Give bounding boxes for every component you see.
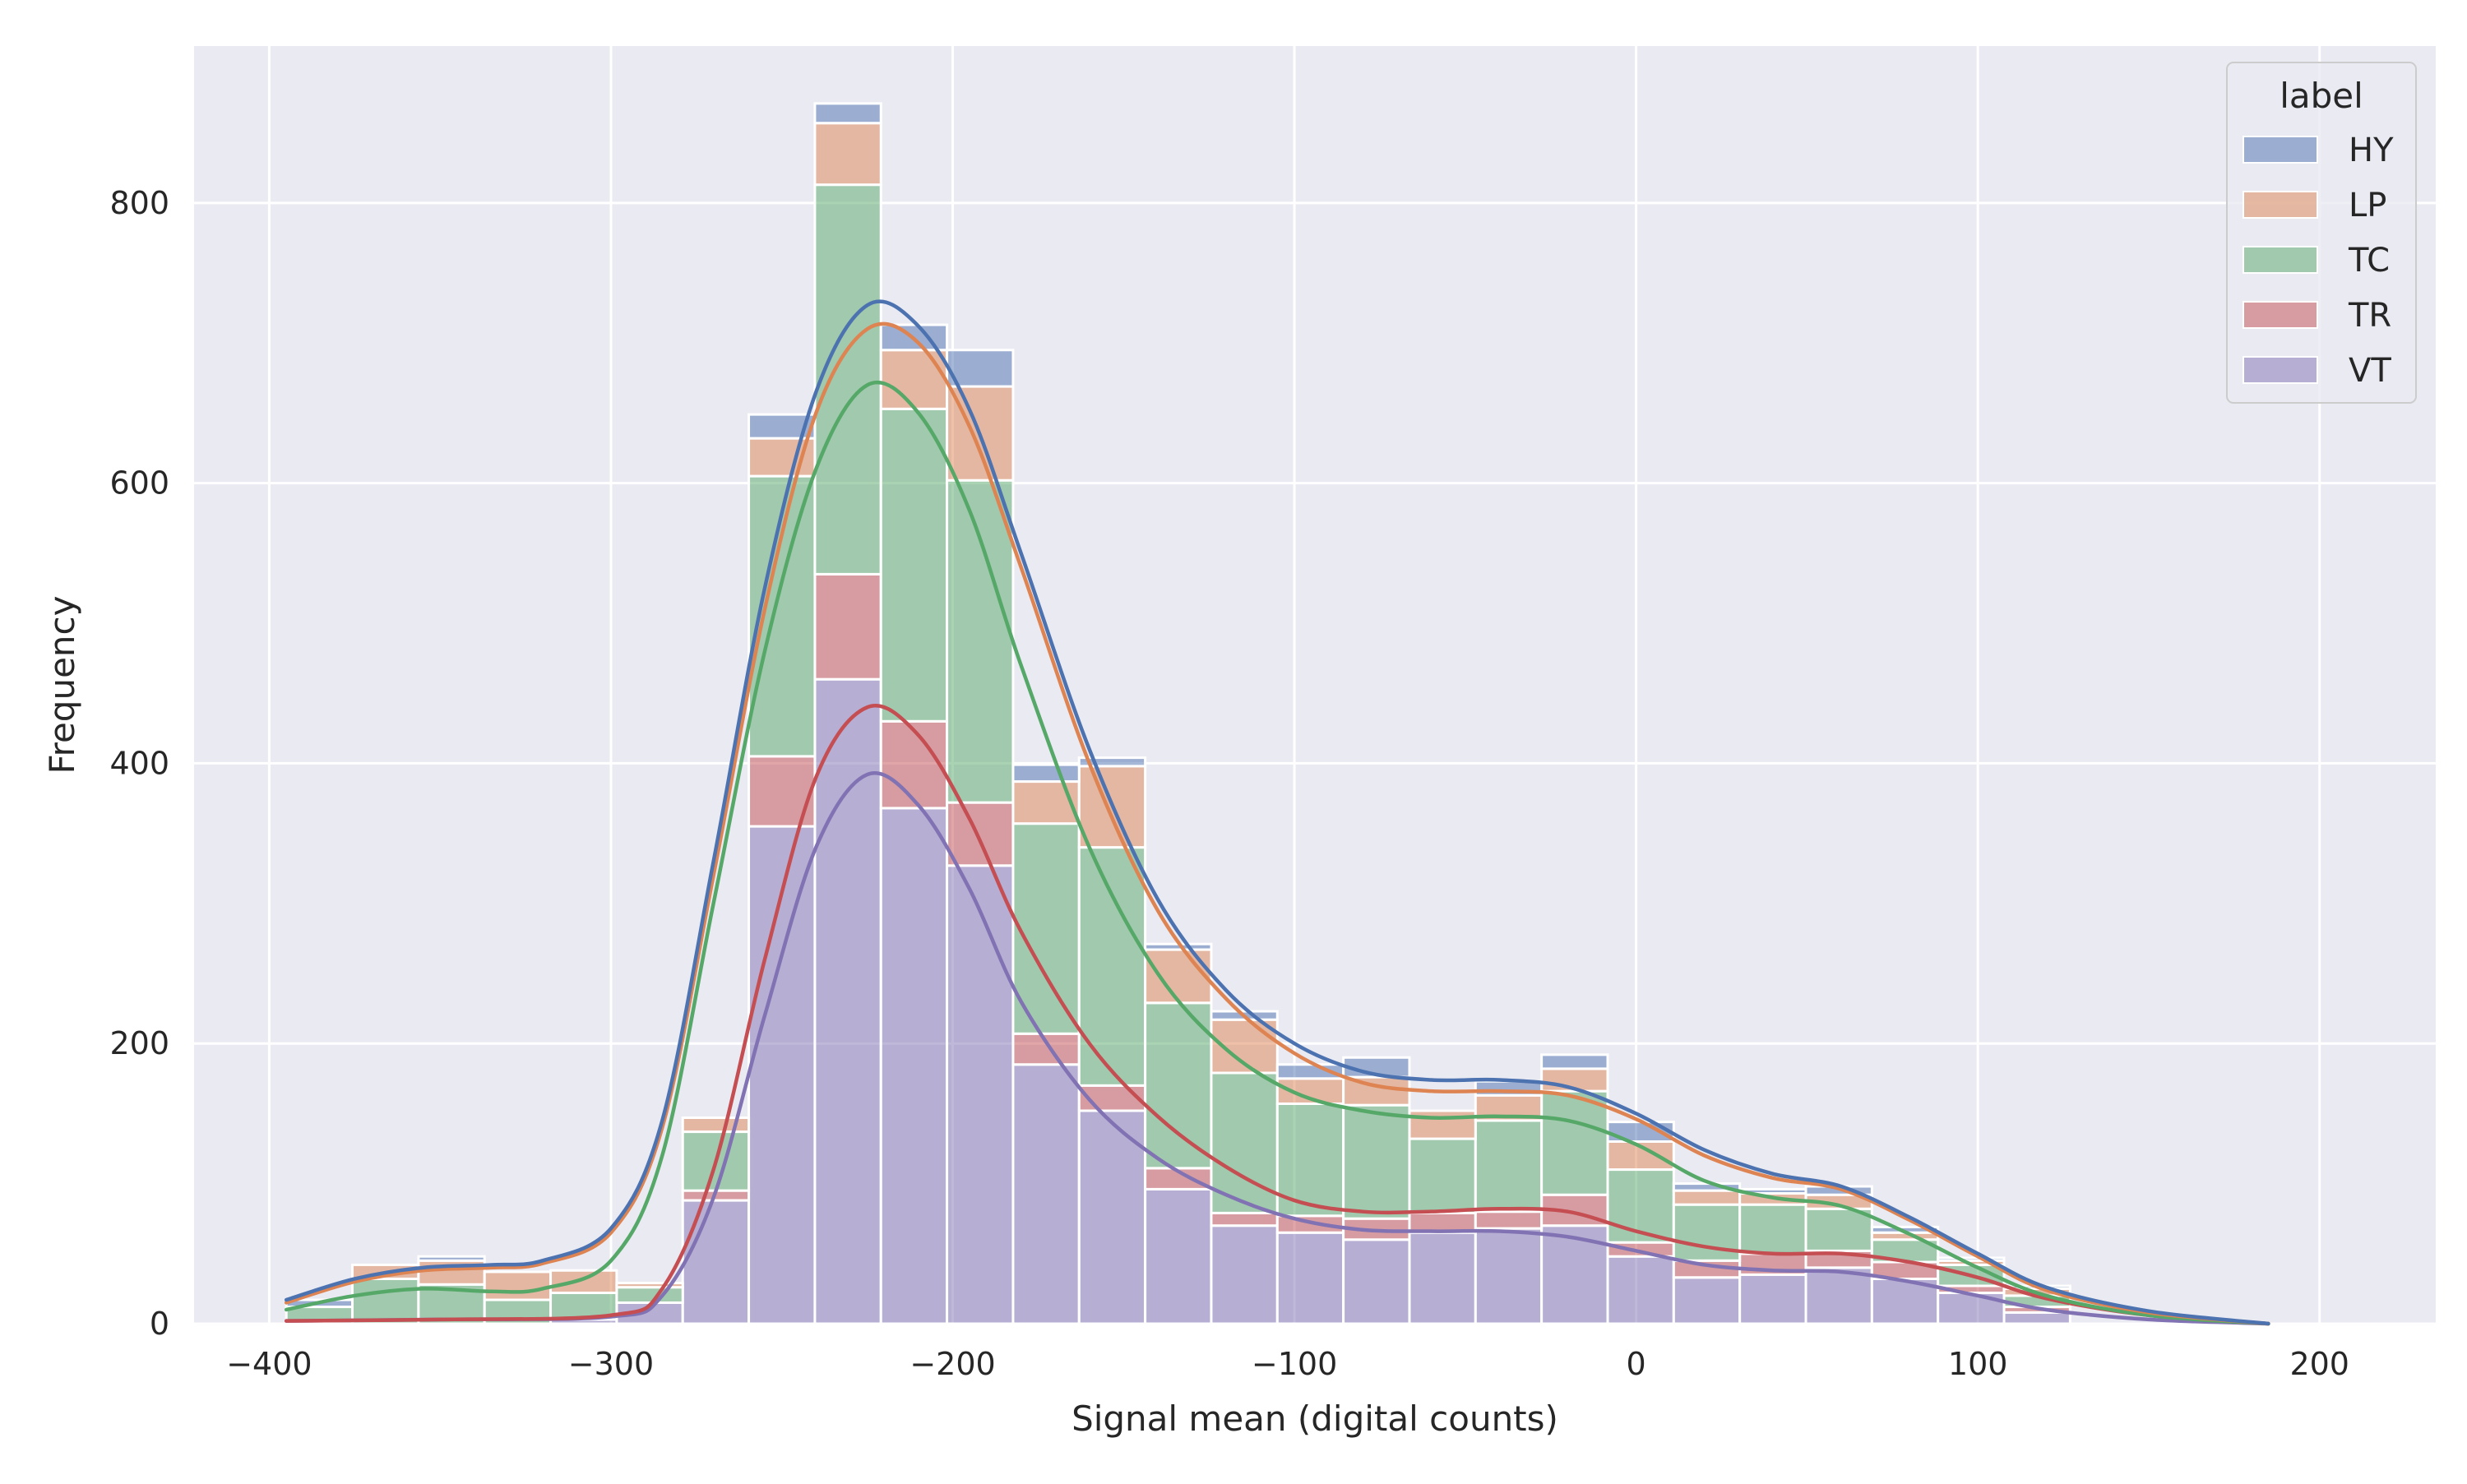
bar-tc-bin-22 xyxy=(1738,1203,1807,1255)
bar-lp-bin-9 xyxy=(879,349,949,410)
bar-vt-bin-18 xyxy=(1474,1227,1544,1325)
kde-curve-lp xyxy=(284,321,2270,1326)
bar-lp-bin-5 xyxy=(615,1282,684,1289)
bar-lp-bin-13 xyxy=(1144,948,1213,1005)
bar-tc-bin-16 xyxy=(1342,1103,1411,1220)
x-tick-label: −400 xyxy=(226,1346,312,1382)
y-tick-label: 0 xyxy=(150,1306,169,1342)
legend-swatch-tr xyxy=(2243,301,2318,329)
bar-tr-bin-11 xyxy=(1011,1032,1081,1066)
bar-tc-bin-17 xyxy=(1408,1137,1477,1214)
kde-curve-tc xyxy=(284,380,2270,1326)
bar-tc-bin-5 xyxy=(615,1286,684,1304)
bar-vt-bin-13 xyxy=(1144,1187,1213,1325)
bar-tc-bin-23 xyxy=(1804,1207,1873,1252)
y-tick-labels: 0 200 400 600 800 xyxy=(109,185,169,1342)
kde-curve-tr xyxy=(284,704,2270,1326)
bar-hy-bin-11 xyxy=(1011,763,1081,784)
legend-swatch-hy xyxy=(2243,136,2318,164)
bar-vt-bin-26 xyxy=(2002,1311,2071,1325)
legend-label-tr: TR xyxy=(2348,297,2391,335)
bar-tr-bin-10 xyxy=(946,801,1015,867)
bar-tr-bin-14 xyxy=(1210,1211,1279,1227)
legend-label-vt: VT xyxy=(2349,352,2391,390)
bar-vt-bin-8 xyxy=(813,677,882,1325)
kde-curves xyxy=(284,299,2270,1326)
bar-lp-bin-8 xyxy=(813,122,882,187)
legend-label-hy: HY xyxy=(2349,132,2394,169)
bar-vt-bin-16 xyxy=(1342,1238,1411,1325)
bar-tc-bin-13 xyxy=(1144,1001,1213,1170)
bar-lp-bin-3 xyxy=(483,1270,553,1301)
bar-vt-bin-22 xyxy=(1738,1273,1807,1325)
bar-lp-bin-4 xyxy=(549,1269,618,1295)
bar-hy-bin-25 xyxy=(1937,1256,2006,1262)
bar-tc-bin-11 xyxy=(1011,822,1081,1035)
legend-items: HY LP TC TR VT xyxy=(2243,132,2394,390)
bar-vt-bin-6 xyxy=(681,1199,751,1325)
bar-lp-bin-6 xyxy=(681,1116,751,1134)
y-tick-label: 600 xyxy=(109,465,169,502)
bar-vt-bin-19 xyxy=(1540,1224,1609,1325)
bar-tc-bin-21 xyxy=(1672,1203,1742,1262)
x-tick-label: 200 xyxy=(2289,1346,2349,1382)
kde-curve-vt xyxy=(284,771,2270,1326)
bar-hy-bin-8 xyxy=(813,102,882,125)
bar-tr-bin-8 xyxy=(813,572,882,681)
legend-label-tc: TC xyxy=(2348,242,2390,280)
bar-tr-bin-9 xyxy=(879,719,949,810)
bar-hy-bin-2 xyxy=(417,1255,486,1262)
legend-swatch-vt xyxy=(2243,356,2318,384)
legend-title: label xyxy=(2280,76,2363,116)
bar-vt-bin-23 xyxy=(1804,1266,1873,1325)
bar-tc-bin-8 xyxy=(813,183,882,576)
x-tick-label: −200 xyxy=(910,1346,995,1382)
x-tick-label: −300 xyxy=(568,1346,654,1382)
bar-hy-bin-19 xyxy=(1540,1053,1609,1070)
bar-hy-bin-10 xyxy=(946,349,1015,388)
bar-vt-bin-25 xyxy=(1937,1292,2006,1325)
y-tick-label: 400 xyxy=(109,745,169,781)
bar-tr-bin-7 xyxy=(748,755,817,828)
bar-tc-bin-1 xyxy=(351,1277,420,1325)
bar-tc-bin-10 xyxy=(946,478,1015,804)
bar-vt-bin-14 xyxy=(1210,1224,1279,1325)
bar-tc-bin-18 xyxy=(1474,1119,1544,1214)
x-tick-labels: −400 −300 −200 −100 0 100 200 xyxy=(226,1346,2349,1382)
x-tick-label: −100 xyxy=(1252,1346,1337,1382)
bar-tc-bin-20 xyxy=(1606,1168,1675,1244)
bar-tc-bin-9 xyxy=(879,407,949,723)
bar-lp-bin-17 xyxy=(1408,1109,1477,1140)
bar-vt-bin-21 xyxy=(1672,1276,1742,1325)
legend: label HY LP TC TR VT xyxy=(2226,62,2417,404)
bar-vt-bin-15 xyxy=(1275,1231,1345,1325)
legend-swatch-lp xyxy=(2243,191,2318,219)
y-tick-label: 800 xyxy=(109,185,169,221)
bar-vt-bin-7 xyxy=(748,825,817,1325)
bar-lp-bin-21 xyxy=(1672,1189,1742,1206)
bar-tr-bin-18 xyxy=(1474,1210,1544,1230)
x-axis-title: Signal mean (digital counts) xyxy=(1072,1398,1558,1439)
x-tick-label: 100 xyxy=(1948,1346,2008,1382)
bar-vt-bin-17 xyxy=(1408,1231,1477,1325)
legend-label-lp: LP xyxy=(2349,187,2386,224)
x-tick-label: 0 xyxy=(1627,1346,1646,1382)
bar-lp-bin-20 xyxy=(1606,1140,1675,1172)
y-tick-label: 200 xyxy=(109,1025,169,1061)
bar-vt-bin-11 xyxy=(1011,1063,1081,1325)
y-axis-title: Frequency xyxy=(42,596,82,774)
kde-curve-hy xyxy=(284,299,2270,1326)
bar-vt-bin-20 xyxy=(1606,1255,1675,1325)
bar-tc-bin-19 xyxy=(1540,1089,1609,1196)
bar-hy-bin-12 xyxy=(1077,756,1147,768)
bar-vt-bin-9 xyxy=(879,807,949,1325)
bar-tc-bin-12 xyxy=(1077,846,1147,1087)
bar-vt-bin-10 xyxy=(946,864,1015,1325)
legend-swatch-tc xyxy=(2243,246,2318,274)
bar-tr-bin-20 xyxy=(1606,1241,1675,1258)
